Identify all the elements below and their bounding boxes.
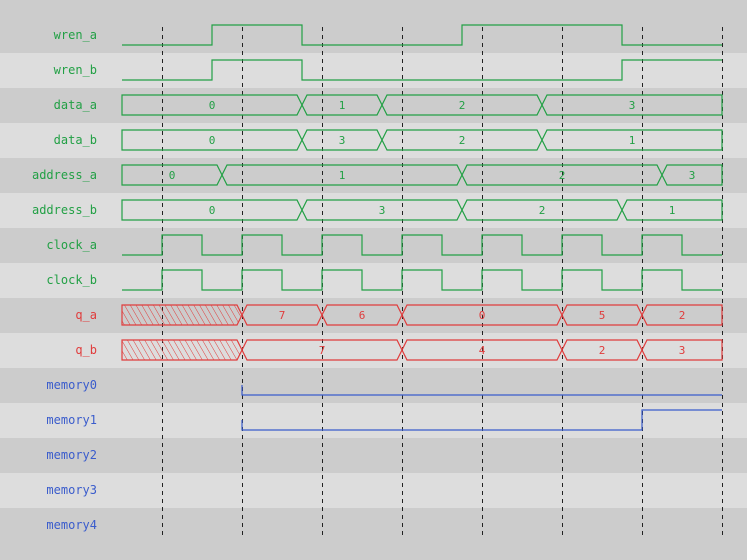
bus-segment-address_a <box>661 164 723 186</box>
signal-label-wren_b: wren_b <box>54 63 97 77</box>
waveform-clock_a <box>122 234 722 256</box>
bus-segment-q_a <box>641 304 723 326</box>
waveform-memory1 <box>241 409 722 431</box>
bus-value-address_a: 2 <box>559 169 566 182</box>
waveform-wren_a <box>122 24 722 46</box>
bus-value-address_b: 0 <box>209 204 216 217</box>
bus-value-q_b: 7 <box>319 344 326 357</box>
signal-label-memory2: memory2 <box>46 448 97 462</box>
bus-value-q_a: 7 <box>279 309 286 322</box>
bus-segment-data_b <box>541 129 723 151</box>
signal-row <box>0 333 747 368</box>
signal-row <box>0 368 747 403</box>
bus-value-data_a: 2 <box>459 99 466 112</box>
bus-segment-data_a <box>541 94 723 116</box>
bus-value-q_a: 2 <box>679 309 686 322</box>
signal-row <box>0 508 747 543</box>
signal-row <box>0 473 747 508</box>
signal-row <box>0 403 747 438</box>
signal-row <box>0 193 747 228</box>
bus-value-address_b: 3 <box>379 204 386 217</box>
signal-label-memory0: memory0 <box>46 378 97 392</box>
waveform-clock_b <box>122 269 722 291</box>
bottom-margin <box>0 543 747 560</box>
bus-value-address_b: 1 <box>669 204 676 217</box>
bus-value-data_b: 2 <box>459 134 466 147</box>
bus-value-address_a: 3 <box>689 169 696 182</box>
signal-row <box>0 228 747 263</box>
bus-value-data_b: 0 <box>209 134 216 147</box>
signal-label-clock_a: clock_a <box>46 238 97 252</box>
signal-label-memory1: memory1 <box>46 413 97 427</box>
waveform-memory0 <box>241 385 722 396</box>
signal-label-wren_a: wren_a <box>54 28 97 42</box>
bus-segment-q_a <box>121 304 243 326</box>
signal-label-data_a: data_a <box>54 98 97 112</box>
bus-value-data_b: 1 <box>629 134 636 147</box>
signal-row <box>0 158 747 193</box>
signal-label-q_a: q_a <box>75 308 97 322</box>
bus-value-q_b: 2 <box>599 344 606 357</box>
signal-row <box>0 18 747 53</box>
bus-value-data_a: 0 <box>209 99 216 112</box>
signal-row <box>0 438 747 473</box>
bus-value-address_a: 1 <box>339 169 346 182</box>
signal-row <box>0 88 747 123</box>
signal-label-q_b: q_b <box>75 343 97 357</box>
signal-label-clock_b: clock_b <box>46 273 97 287</box>
signal-row <box>0 263 747 298</box>
bus-value-q_b: 3 <box>679 344 686 357</box>
signal-label-memory4: memory4 <box>46 518 97 532</box>
signal-label-data_b: data_b <box>54 133 97 147</box>
signal-row <box>0 53 747 88</box>
bus-value-q_a: 5 <box>599 309 606 322</box>
bus-value-data_b: 3 <box>339 134 346 147</box>
bus-value-address_b: 2 <box>539 204 546 217</box>
bus-value-q_a: 0 <box>479 309 486 322</box>
bus-value-data_a: 1 <box>339 99 346 112</box>
signal-label-address_a: address_a <box>32 168 97 182</box>
signal-row <box>0 123 747 158</box>
bus-segment-address_b <box>621 199 723 221</box>
waveform-wren_b <box>122 59 722 81</box>
signal-label-memory3: memory3 <box>46 483 97 497</box>
bus-value-data_a: 3 <box>629 99 636 112</box>
bus-value-address_a: 0 <box>169 169 176 182</box>
bus-value-q_a: 6 <box>359 309 366 322</box>
signal-label-address_b: address_b <box>32 203 97 217</box>
bus-value-q_b: 4 <box>479 344 486 357</box>
signal-row <box>0 298 747 333</box>
bus-segment-q_b <box>121 339 243 361</box>
bus-segment-q_b <box>641 339 723 361</box>
